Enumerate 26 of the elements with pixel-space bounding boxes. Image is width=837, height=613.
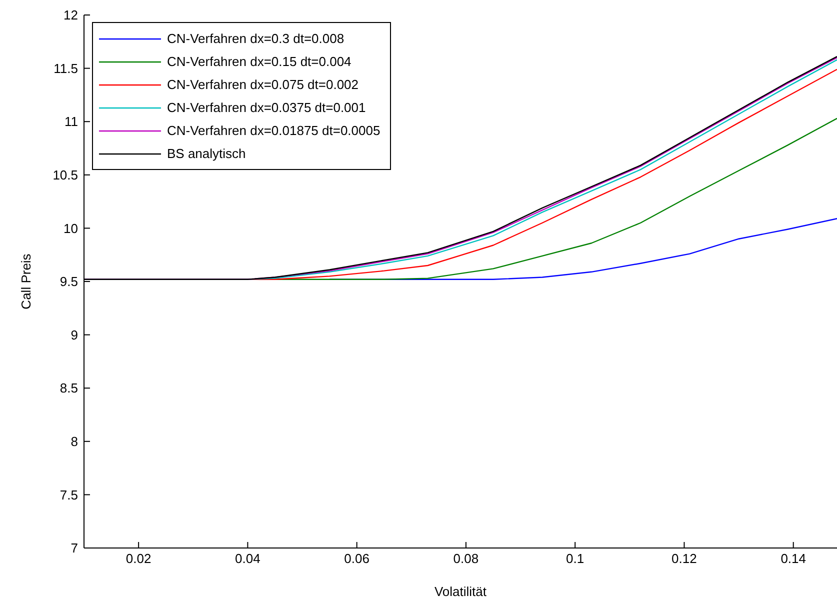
x-tick-label: 0.1	[566, 551, 584, 566]
y-tick-label: 12	[64, 8, 78, 23]
x-axis-title: Volatilität	[434, 584, 487, 599]
y-axis-title: Call Preis	[18, 253, 34, 310]
x-tick-label: 0.02	[126, 551, 152, 566]
x-tick-label: 0.04	[235, 551, 260, 566]
legend-label: CN-Verfahren dx=0.15 dt=0.004	[167, 54, 352, 69]
x-tick-label: 0.08	[453, 551, 479, 566]
legend-label: CN-Verfahren dx=0.3 dt=0.008	[167, 31, 344, 46]
y-tick-label: 9.5	[60, 274, 78, 290]
y-tick-label: 10	[64, 220, 78, 236]
x-tick-label: 0.06	[344, 551, 370, 566]
y-tick-label: 8.5	[60, 380, 78, 396]
y-tick-label: 7.5	[60, 487, 78, 502]
y-tick-label: 7	[70, 540, 78, 556]
x-tick-label: 0.14	[780, 551, 806, 566]
legend-label: BS analytisch	[167, 146, 246, 161]
y-tick-label: 9	[70, 327, 78, 342]
y-tick-label: 10.5	[52, 168, 78, 183]
legend-label: CN-Verfahren dx=0.075 dt=0.002	[167, 77, 359, 92]
legend-label: CN-Verfahren dx=0.01875 dt=0.0005	[167, 123, 380, 138]
y-tick-label: 11	[64, 114, 78, 130]
y-tick-label: 8	[70, 434, 78, 450]
x-tick-label: 0.12	[672, 551, 697, 566]
legend-label: CN-Verfahren dx=0.0375 dt=0.001	[167, 100, 366, 115]
y-tick-label: 11.5	[54, 60, 78, 76]
